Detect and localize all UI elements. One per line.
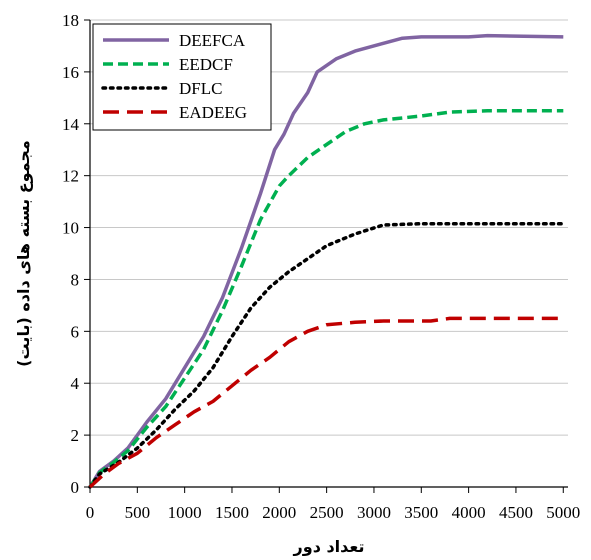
y-tick-label: 2: [71, 426, 80, 445]
x-tick-label: 0: [86, 503, 95, 522]
y-tick-label: 4: [71, 374, 80, 393]
x-tick-label: 3000: [357, 503, 391, 522]
x-tick-label: 1000: [168, 503, 202, 522]
legend-label-deefca: DEEFCA: [179, 31, 246, 50]
y-tick-label: 16: [62, 63, 79, 82]
x-tick-label: 500: [125, 503, 151, 522]
axes: [89, 20, 568, 488]
x-axis-title: تعداد دور: [293, 537, 365, 556]
legend-label-eadeeg: EADEEG: [179, 103, 247, 122]
x-tick-label: 2500: [310, 503, 344, 522]
legend-label-eedcf: EEDCF: [179, 55, 233, 74]
y-tick-label: 6: [71, 322, 80, 341]
y-tick-labels: 0 2 4 6 8 10 12 14 16 18: [62, 11, 90, 497]
y-tick-label: 12: [62, 167, 79, 186]
x-tick-label: 2000: [262, 503, 296, 522]
y-tick-label: 10: [62, 219, 79, 238]
series-line-eadeeg: [88, 316, 564, 489]
y-tick-label: 8: [71, 270, 80, 289]
series-lines: [88, 33, 566, 489]
x-tick-label: 5000: [546, 503, 580, 522]
x-tick-labels: 0 500 1000 1500 2000 2500 3000 3500 4000 4500 5000: [86, 487, 580, 522]
legend-box: [92, 23, 272, 131]
x-tick-label: 3500: [404, 503, 438, 522]
x-tick-label: 1500: [215, 503, 249, 522]
series-line-dflc: [88, 221, 566, 489]
series-line-eedcf: [88, 109, 564, 488]
x-tick-label: 4500: [499, 503, 533, 522]
x-tick-label: 4000: [452, 503, 486, 522]
legend: DEEFCA EEDCF DFLC EADEEG: [92, 23, 272, 131]
y-axis-title: مجموع بسته های داده (بایت): [14, 140, 33, 367]
y-tick-label: 18: [62, 11, 79, 30]
y-tick-label: 0: [71, 478, 80, 497]
series-line-deefca: [88, 33, 564, 488]
legend-label-dflc: DFLC: [179, 79, 222, 98]
y-tick-label: 14: [62, 115, 80, 134]
